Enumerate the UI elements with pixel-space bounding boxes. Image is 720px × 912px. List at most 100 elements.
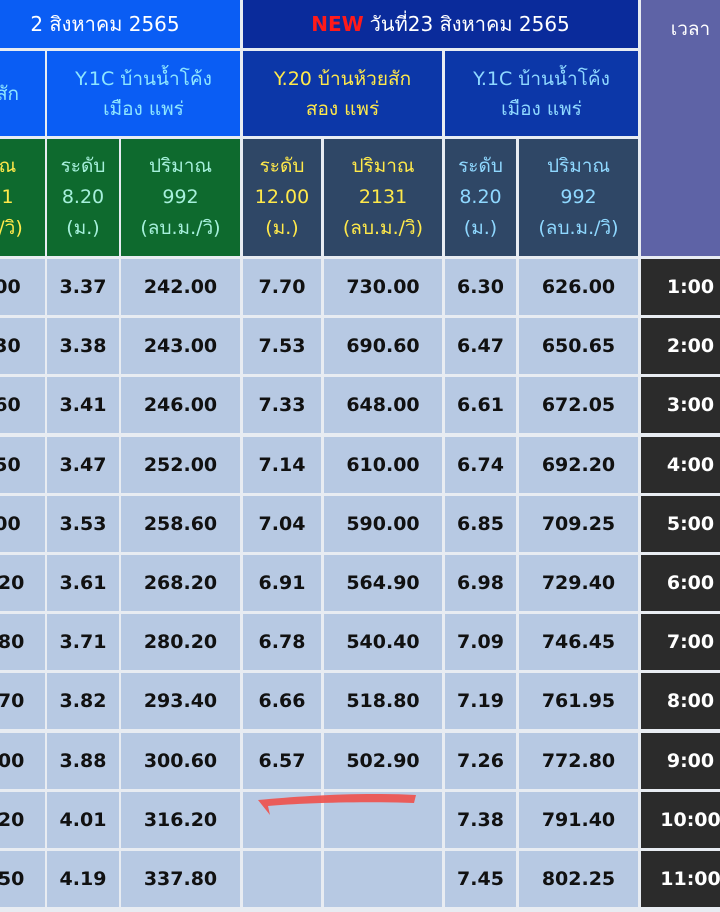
data-cell: .70 — [0, 673, 45, 730]
data-cell: 6.57 — [243, 732, 321, 789]
subheader-max: 12.00 — [254, 186, 310, 208]
subheader-cell: ปริมาณ 2131 (ลบ.ม./วิ) — [324, 139, 442, 256]
new-badge: NEW — [311, 12, 364, 36]
data-cell: 7.70 — [243, 259, 321, 315]
data-cell: 791.40 — [519, 791, 638, 848]
data-cell: .50 — [0, 851, 45, 907]
subheader-unit: (ลบ.ม./วิ) — [538, 217, 619, 239]
data-cell: 30 — [0, 318, 45, 375]
data-cell: 650.65 — [519, 318, 638, 375]
data-cell: 7.33 — [243, 377, 321, 434]
data-cell: 540.40 — [324, 614, 442, 671]
time-cell: 5:00 — [641, 495, 720, 552]
data-cell — [324, 851, 442, 907]
subheader-cell: ระดับ 8.20 (ม.) — [445, 139, 516, 256]
data-cell: 6.30 — [445, 259, 516, 315]
subheader-label: ปริมาณ — [351, 155, 415, 177]
data-cell: 7.38 — [445, 791, 516, 848]
station-line: สอง แพร่ — [305, 97, 380, 120]
data-cell: 690.60 — [324, 318, 442, 375]
data-cell: 242.00 — [121, 259, 240, 315]
data-cell: 3.71 — [47, 614, 119, 671]
data-cell: 7.26 — [445, 732, 516, 789]
data-cell: 4.01 — [47, 791, 119, 848]
subheader-label: ปริมาณ — [546, 155, 611, 177]
data-cell: 6.66 — [243, 673, 321, 730]
station-line: Y.20 บ้านห้วยสัก — [273, 67, 412, 90]
data-cell: 802.25 — [519, 851, 638, 907]
right-date-header: NEW วันที่23 สิงหาคม 2565 — [243, 0, 638, 48]
subheader-label: ณ — [0, 155, 17, 177]
left-date-text: 2 สิงหาคม 2565 — [30, 12, 180, 36]
data-cell: 648.00 — [324, 377, 442, 434]
station-right-y20: Y.20 บ้านห้วยสักสอง แพร่ — [243, 51, 442, 136]
data-cell: 6.47 — [445, 318, 516, 375]
data-cell: 246.00 — [121, 377, 240, 434]
data-cell: 4.19 — [47, 851, 119, 907]
data-cell: 3.61 — [47, 555, 119, 611]
time-cell: 9:00 — [641, 732, 720, 789]
subheader-unit: (ม.) — [265, 217, 299, 239]
station-line: Y.1C บ้านน้ำโค้ง — [75, 67, 212, 90]
time-label: เวลา — [670, 18, 711, 40]
station-name: สัก — [0, 82, 20, 105]
data-cell: 6.74 — [445, 436, 516, 493]
data-cell: 6.85 — [445, 495, 516, 552]
subheader-unit: (ลบ.ม./วิ) — [342, 217, 424, 239]
subheader-unit: (ม.) — [66, 217, 100, 239]
data-cell: 729.40 — [519, 555, 638, 611]
subheader-unit: (ม.) — [463, 217, 498, 239]
data-cell — [324, 791, 442, 848]
data-cell: 730.00 — [324, 259, 442, 315]
subheader-max: 8.20 — [61, 186, 105, 208]
data-cell: 590.00 — [324, 495, 442, 552]
subheader-unit: (ลบ.ม./วิ) — [140, 217, 221, 239]
data-cell: 00 — [0, 495, 45, 552]
station-line: เมือง แพร่ — [501, 97, 582, 120]
data-cell: 243.00 — [121, 318, 240, 375]
data-cell: 7.19 — [445, 673, 516, 730]
subheader-label: ปริมาณ — [148, 155, 213, 177]
time-cell: 3:00 — [641, 377, 720, 434]
data-cell: 337.80 — [121, 851, 240, 907]
data-cell: 3.88 — [47, 732, 119, 789]
subheader-max: 2131 — [358, 186, 408, 208]
right-date-text: วันที่23 สิงหาคม 2565 — [369, 12, 570, 36]
subheader-cell: ปริมาณ 992 (ลบ.ม./วิ) — [519, 139, 638, 256]
data-cell: 3.47 — [47, 436, 119, 493]
data-cell: 3.53 — [47, 495, 119, 552]
data-cell: 772.80 — [519, 732, 638, 789]
data-cell: .20 — [0, 791, 45, 848]
station-line: Y.1C บ้านน้ำโค้ง — [473, 67, 610, 90]
data-cell: 268.20 — [121, 555, 240, 611]
data-cell: 300.60 — [121, 732, 240, 789]
data-cell: 60 — [0, 377, 45, 434]
station-left-partial: สัก — [0, 51, 45, 136]
data-cell: 6.61 — [445, 377, 516, 434]
subheader-max: 992 — [162, 186, 199, 208]
data-cell: 692.20 — [519, 436, 638, 493]
data-cell: 280.20 — [121, 614, 240, 671]
data-cell — [243, 791, 321, 848]
time-cell: 6:00 — [641, 555, 720, 611]
data-cell: 610.00 — [324, 436, 442, 493]
time-cell: 8:00 — [641, 673, 720, 730]
time-cell: 1:00 — [641, 259, 720, 315]
subheader-label: ระดับ — [60, 155, 106, 177]
data-cell — [243, 851, 321, 907]
station-right-y1c: Y.1C บ้านน้ำโค้งเมือง แพร่ — [445, 51, 638, 136]
data-cell: 626.00 — [519, 259, 638, 315]
data-cell: 761.95 — [519, 673, 638, 730]
data-cell: 293.40 — [121, 673, 240, 730]
data-cell: 00 — [0, 259, 45, 315]
subheader-max: 8.20 — [459, 186, 502, 208]
data-cell: 518.80 — [324, 673, 442, 730]
data-cell: 3.41 — [47, 377, 119, 434]
time-cell: 2:00 — [641, 318, 720, 375]
data-cell: 7.14 — [243, 436, 321, 493]
subheader-unit: ./วิ) — [0, 217, 23, 239]
data-cell: .80 — [0, 614, 45, 671]
data-cell: 3.82 — [47, 673, 119, 730]
data-cell: 7.45 — [445, 851, 516, 907]
data-cell: 7.09 — [445, 614, 516, 671]
